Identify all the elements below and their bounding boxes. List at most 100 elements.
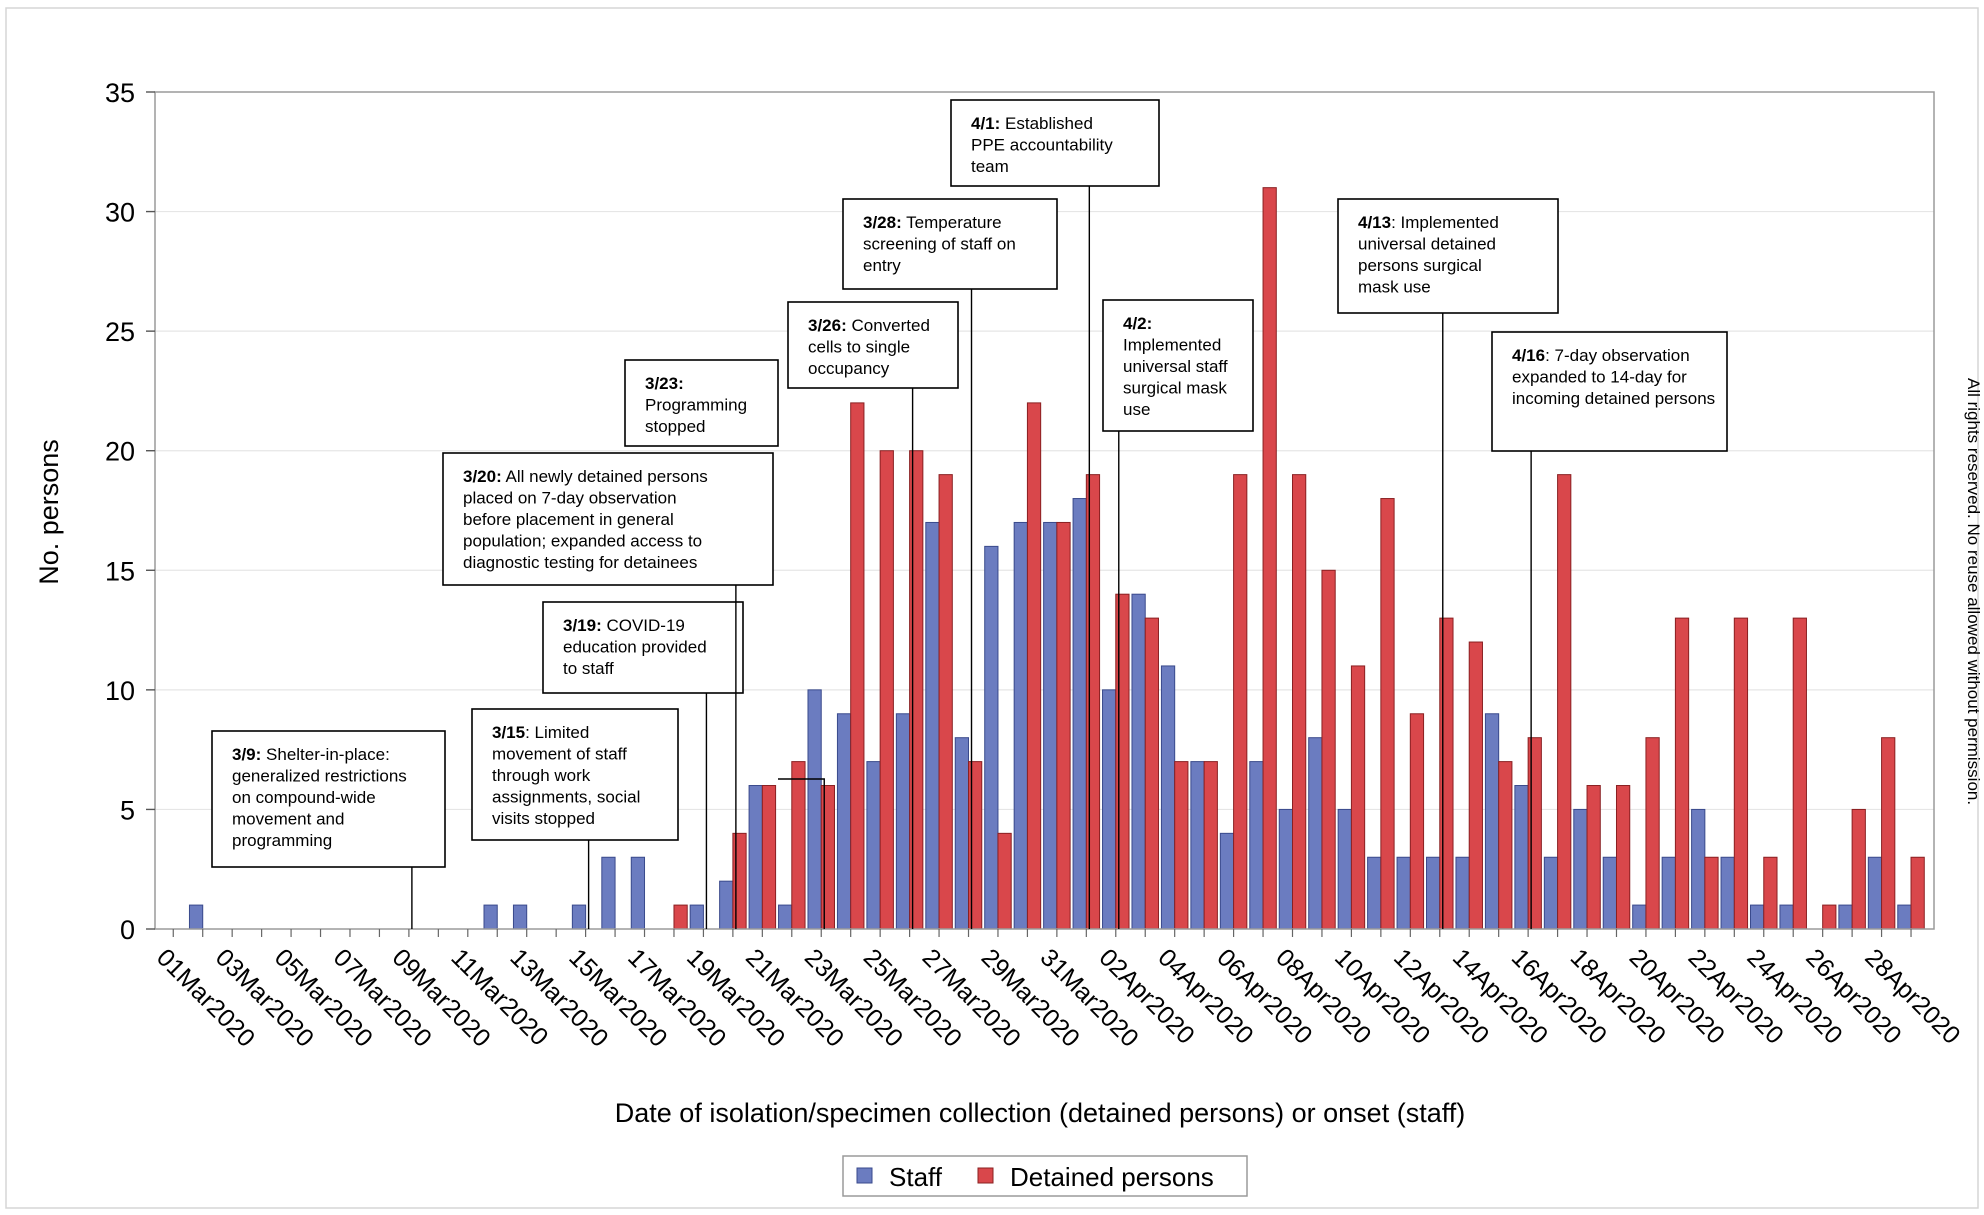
annotation-box (787, 301, 959, 389)
bar-staff (1543, 856, 1559, 930)
legend-swatch-detained (977, 1167, 994, 1184)
bar-staff (1308, 737, 1323, 930)
annotation-text: through work (492, 766, 591, 785)
annotation-text: generalized restrictions (232, 767, 407, 786)
annotation-text: team (971, 157, 1009, 176)
bar-staff (984, 545, 999, 930)
bar-staff (1396, 856, 1411, 930)
annotation-text: occupancy (808, 359, 890, 378)
annotation-text: incoming detained persons (1512, 389, 1715, 408)
bar-detained (1262, 187, 1277, 930)
bar-detained (1026, 402, 1042, 930)
bar-staff (689, 904, 704, 930)
bar-detained (1439, 617, 1454, 930)
annotation-box (1491, 331, 1728, 452)
bar-detained (850, 402, 865, 930)
annotation-text: before placement in general (463, 510, 674, 529)
annotation-text: PPE accountability (971, 136, 1113, 155)
annotation-text: diagnostic testing for detainees (463, 553, 697, 572)
x-axis: 01Mar202003Mar202005Mar202007Mar202009Ma… (151, 929, 1966, 1053)
bar-detained (1115, 593, 1130, 930)
bar-staff (188, 904, 204, 930)
bar-staff (719, 880, 734, 930)
bar-detained (1174, 761, 1189, 930)
bar-detained (1291, 474, 1307, 930)
annotation-text: movement of staff (492, 745, 627, 764)
annotation-text: use (1123, 400, 1150, 419)
legend: Staff Detained persons (842, 1155, 1248, 1197)
x-axis-label: Date of isolation/specimen collection (d… (615, 1098, 1465, 1128)
bar-staff (748, 785, 763, 930)
bar-detained (1557, 474, 1572, 930)
bar-staff (1514, 785, 1529, 930)
bar-staff (1867, 856, 1883, 930)
bar-staff (630, 856, 646, 930)
y-tick-label: 35 (105, 78, 135, 108)
bar-detained (1498, 761, 1513, 930)
bar-staff (1455, 856, 1470, 930)
bar-staff (778, 904, 793, 930)
bar-staff (1661, 856, 1676, 930)
legend-box (842, 1155, 1248, 1197)
bar-staff (954, 737, 970, 930)
annotation-box (211, 730, 446, 868)
annotation-text: 3/19: COVID-19 (563, 616, 685, 635)
bar-detained (1792, 617, 1807, 930)
bar-staff (1278, 808, 1293, 930)
annotation-text: surgical mask (1123, 379, 1227, 398)
bar-detained (968, 761, 983, 930)
bar-staff (571, 904, 587, 930)
bar-detained (1527, 737, 1542, 930)
bar-detained (1674, 617, 1690, 930)
bar-staff (1072, 498, 1087, 930)
bar-staff (1426, 856, 1441, 930)
bar-detained (673, 904, 688, 930)
bar-detained (1733, 617, 1749, 930)
bar-staff (1367, 856, 1382, 930)
annotation-text: 3/28: Temperature (863, 213, 1002, 232)
annotation-text: 4/16: 7-day observation (1512, 346, 1690, 365)
annotation-text: 3/15: Limited (492, 723, 589, 742)
annotation-text: Programming (645, 396, 747, 415)
chart-frame (5, 7, 1979, 1209)
y-tick-label: 10 (105, 676, 135, 706)
bar-detained (820, 785, 835, 930)
bar-detained (1380, 498, 1395, 930)
bar-detained (1056, 521, 1071, 930)
y-tick-label: 20 (105, 437, 135, 467)
legend-label-detained: Detained persons (1010, 1162, 1214, 1192)
bar-detained (1822, 904, 1837, 930)
bar-staff (1602, 856, 1617, 930)
bar-staff (1219, 832, 1235, 930)
bar-staff (1720, 856, 1735, 930)
annotation-text: universal detained (1358, 235, 1496, 254)
bar-detained (1615, 785, 1631, 930)
bar-detained (1468, 641, 1483, 930)
bar-staff (866, 761, 881, 930)
bar-staff (836, 713, 852, 930)
annotation-box (442, 452, 774, 586)
bar-staff (1897, 904, 1912, 930)
bar-staff (807, 689, 822, 930)
bar-detained (1763, 856, 1778, 930)
annotation-text: expanded to 14-day for (1512, 368, 1687, 387)
annotation-box (1337, 198, 1559, 314)
bar-detained (1851, 808, 1866, 930)
bar-staff (1337, 808, 1352, 930)
bar-detained (1203, 761, 1218, 930)
bar-staff (1249, 761, 1264, 930)
bar-detained (938, 474, 953, 930)
y-tick-label: 0 (120, 915, 135, 945)
annotation-text: visits stopped (492, 809, 595, 828)
annotation-text: population; expanded access to (463, 532, 702, 551)
bar-detained (791, 761, 806, 930)
annotation-box (842, 198, 1058, 290)
bar-staff (1160, 665, 1176, 930)
bar-detained (1910, 856, 1925, 930)
bar-detained (1586, 785, 1601, 930)
annotation-text: universal staff (1123, 357, 1228, 376)
bar-staff (1102, 689, 1117, 930)
bar-staff (895, 713, 911, 930)
y-axis: 0 5 10 15 20 25 30 35 (105, 78, 155, 945)
annotation-text: persons surgical (1358, 256, 1482, 275)
